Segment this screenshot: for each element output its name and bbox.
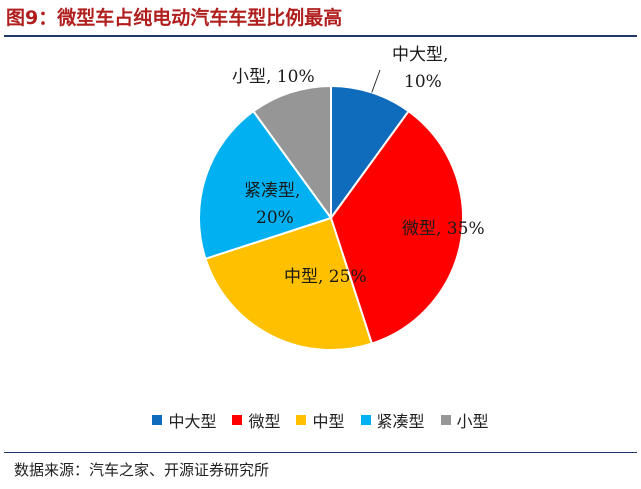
legend-swatch	[232, 415, 243, 425]
slice-label-4: 紧凑型, 20%	[244, 181, 300, 228]
legend-label: 小型	[456, 412, 489, 431]
legend-item-2: 微型	[232, 408, 280, 432]
pie-slice-1	[330, 84, 410, 222]
legend-swatch	[152, 415, 163, 425]
slice-label-2: 微型, 35%	[402, 219, 485, 239]
legend-swatch	[296, 415, 307, 425]
legend-label: 中型	[312, 412, 345, 431]
legend-item-4: 紧凑型	[360, 408, 425, 432]
legend-label: 紧凑型	[376, 412, 425, 431]
slice-label-1: 中大型, 10%	[392, 45, 448, 92]
slice-label-name: 紧凑型,	[244, 181, 300, 201]
pie-slice-5	[252, 84, 332, 222]
legend-swatch	[440, 415, 451, 425]
legend-item-5: 小型	[440, 408, 489, 432]
slice-label-pct: 10%	[404, 72, 442, 92]
pie-slice-4	[198, 109, 333, 261]
legend-label: 中大型	[168, 412, 217, 431]
legend-label: 微型	[248, 412, 281, 431]
data-source-note: 数据来源：汽车之家、开源证券研究所	[14, 461, 270, 479]
figure-title: 图9：微型车占纯电动汽车车型比例最高	[6, 7, 343, 29]
slice-label-pct: 20%	[256, 208, 294, 228]
legend-item-3: 中型	[296, 408, 345, 432]
slice-label-name: 中大型,	[392, 45, 448, 65]
pie-slice-2	[329, 109, 464, 345]
leader-line-1	[371, 69, 381, 93]
source-divider	[4, 452, 637, 453]
pie-chart: 中大型, 10% 微型, 35% 中型, 25% 紧凑型, 20% 小型, 10%	[198, 45, 485, 351]
title-divider	[4, 35, 637, 37]
chart-legend: 中大型 微型 中型 紧凑型 小型	[0, 408, 641, 432]
legend-swatch	[360, 415, 371, 425]
slice-label-3: 中型, 25%	[284, 267, 367, 287]
slice-label-5: 小型, 10%	[232, 67, 315, 87]
legend-item-1: 中大型	[152, 408, 216, 432]
pie-slice-3	[204, 216, 374, 351]
